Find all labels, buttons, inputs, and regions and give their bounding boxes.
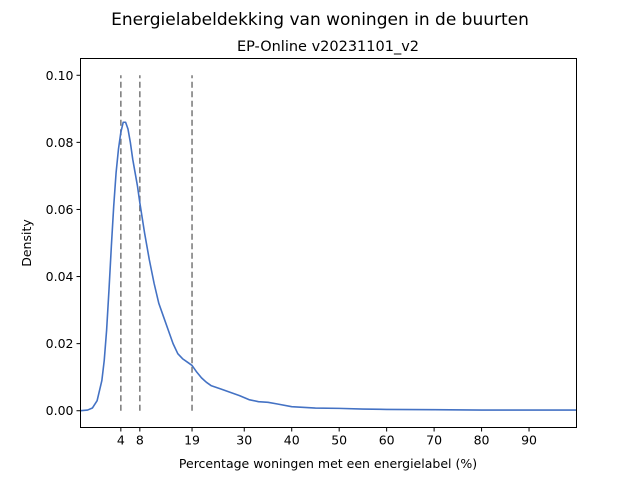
y-axis-ticks: 0.00 0.02 0.04 0.06 0.08 0.10 [46, 68, 81, 418]
chart-suptitle: Energielabeldekking van woningen in de b… [111, 10, 529, 30]
y-tick-label: 0.02 [46, 336, 74, 351]
y-tick-label: 0.06 [46, 202, 74, 217]
y-tick-label: 0.10 [46, 68, 74, 83]
density-line-0 [80, 121, 577, 412]
x-tick-label: 60 [379, 433, 395, 448]
y-tick-label: 0.04 [46, 269, 74, 284]
x-tick-label: 90 [521, 433, 537, 448]
y-axis-label: Density [19, 219, 34, 267]
x-tick-label: 40 [284, 433, 300, 448]
x-tick-label: 50 [331, 433, 347, 448]
x-axis-label: Percentage woningen met een energielabel… [179, 456, 477, 471]
x-tick-label: 30 [236, 433, 252, 448]
y-tick-label: 0.08 [46, 135, 74, 150]
x-tick-label: 80 [474, 433, 490, 448]
x-tick-label: 19 [184, 433, 200, 448]
plot-frame [80, 58, 577, 428]
reference-lines [120, 75, 193, 411]
y-tick-label: 0.00 [46, 403, 74, 418]
chart-title: EP-Online v20231101_v2 [237, 39, 419, 55]
plot-area [80, 75, 577, 412]
x-tick-label: 70 [426, 433, 442, 448]
series-layer [80, 121, 577, 412]
x-tick-label: 8 [136, 433, 144, 448]
x-axis-ticks: 4 8 19 30 40 50 60 70 80 90 [117, 427, 537, 448]
x-tick-label: 4 [117, 433, 125, 448]
